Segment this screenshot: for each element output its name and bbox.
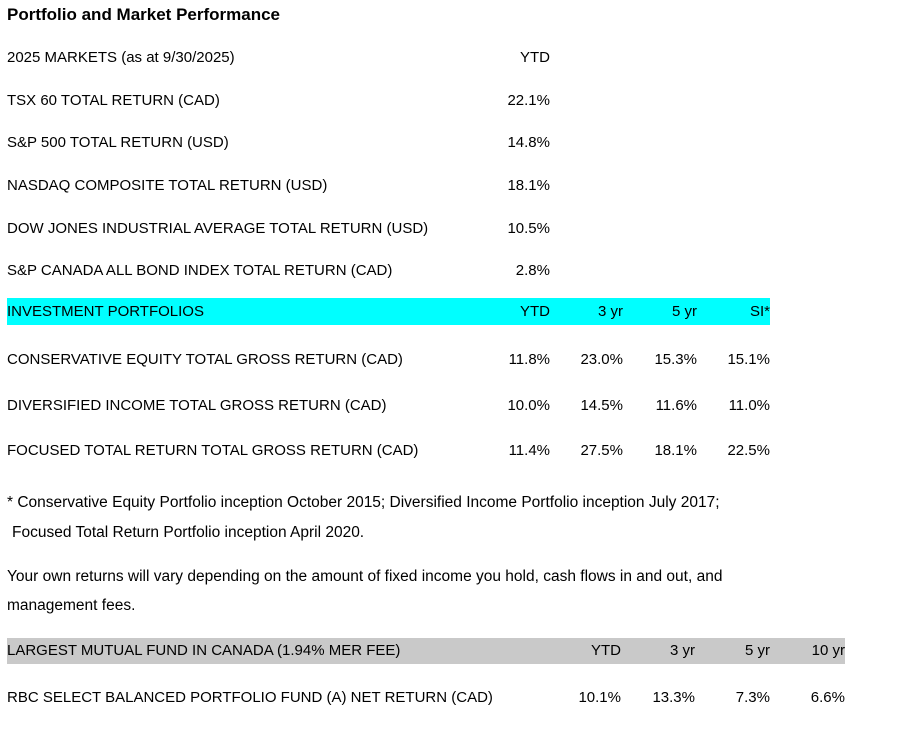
table-row: NASDAQ COMPOSITE TOTAL RETURN (USD) 18.1… xyxy=(7,165,550,208)
market-row-label: NASDAQ COMPOSITE TOTAL RETURN (USD) xyxy=(7,177,328,195)
disclaimer-line-2: management fees. xyxy=(7,596,136,614)
portfolios-col-ytd: YTD xyxy=(520,303,550,321)
market-row-label: TSX 60 TOTAL RETURN (CAD) xyxy=(7,91,220,109)
mutual-fund-col-3yr: 3 yr xyxy=(669,641,695,659)
table-row: TSX 60 TOTAL RETURN (CAD) 22.1% xyxy=(7,80,550,123)
fund-row-10yr: 6.6% xyxy=(810,688,845,706)
table-row: S&P CANADA ALL BOND INDEX TOTAL RETURN (… xyxy=(7,250,550,293)
mutual-fund-col-5yr: 5 yr xyxy=(744,641,770,659)
market-row-value: 18.1% xyxy=(507,177,550,195)
table-row: DOW JONES INDUSTRIAL AVERAGE TOTAL RETUR… xyxy=(7,208,550,251)
fund-row-3yr: 13.3% xyxy=(652,688,695,706)
markets-table: 2025 MARKETS (as at 9/30/2025) YTD TSX 6… xyxy=(7,37,550,293)
table-row: S&P 500 TOTAL RETURN (USD) 14.8% xyxy=(7,122,550,165)
market-row-value: 2.8% xyxy=(515,262,550,280)
portfolio-row-ytd: 10.0% xyxy=(507,396,550,414)
portfolios-table: CONSERVATIVE EQUITY TOTAL GROSS RETURN (… xyxy=(7,337,770,474)
markets-header-ytd: YTD xyxy=(520,49,550,66)
portfolios-col-5yr: 5 yr xyxy=(671,303,697,321)
table-row: CONSERVATIVE EQUITY TOTAL GROSS RETURN (… xyxy=(7,337,770,383)
mutual-fund-table: RBC SELECT BALANCED PORTFOLIO FUND (A) N… xyxy=(7,676,845,719)
portfolios-col-si: SI* xyxy=(749,303,770,321)
fund-row-label: RBC SELECT BALANCED PORTFOLIO FUND (A) N… xyxy=(7,688,493,706)
portfolio-row-5yr: 18.1% xyxy=(654,442,697,460)
portfolio-row-3yr: 27.5% xyxy=(580,442,623,460)
portfolio-row-si: 22.5% xyxy=(727,442,770,460)
portfolio-row-label: DIVERSIFIED INCOME TOTAL GROSS RETURN (C… xyxy=(7,396,387,414)
market-row-label: S&P 500 TOTAL RETURN (USD) xyxy=(7,134,229,152)
table-row: FOCUSED TOTAL RETURN TOTAL GROSS RETURN … xyxy=(7,428,770,474)
table-row: DIVERSIFIED INCOME TOTAL GROSS RETURN (C… xyxy=(7,383,770,429)
markets-header-label: 2025 MARKETS (as at 9/30/2025) xyxy=(7,49,235,66)
portfolio-row-5yr: 11.6% xyxy=(655,396,697,414)
portfolio-row-5yr: 15.3% xyxy=(654,351,697,369)
portfolio-row-label: FOCUSED TOTAL RETURN TOTAL GROSS RETURN … xyxy=(7,442,419,460)
returns-disclaimer: Your own returns will vary depending on … xyxy=(7,562,922,620)
portfolio-row-3yr: 23.0% xyxy=(580,351,623,369)
fund-row-5yr: 7.3% xyxy=(735,688,770,706)
mutual-fund-col-ytd: YTD xyxy=(591,641,621,659)
document-page: Portfolio and Market Performance 2025 MA… xyxy=(7,5,922,719)
page-title: Portfolio and Market Performance xyxy=(7,5,281,24)
footnote-line-2: Focused Total Return Portfolio inception… xyxy=(12,523,365,541)
portfolio-row-si: 11.0% xyxy=(728,396,770,414)
markets-header-row: 2025 MARKETS (as at 9/30/2025) YTD xyxy=(7,37,550,80)
market-row-value: 22.1% xyxy=(507,91,550,109)
mutual-fund-header-label: LARGEST MUTUAL FUND IN CANADA (1.94% MER… xyxy=(7,641,401,659)
mutual-fund-header-row: LARGEST MUTUAL FUND IN CANADA (1.94% MER… xyxy=(7,637,845,664)
portfolio-row-ytd: 11.4% xyxy=(508,442,550,460)
disclaimer-line-1: Your own returns will vary depending on … xyxy=(7,567,723,585)
portfolio-row-si: 15.1% xyxy=(727,351,770,369)
portfolios-col-3yr: 3 yr xyxy=(597,303,623,321)
table-row: RBC SELECT BALANCED PORTFOLIO FUND (A) N… xyxy=(7,676,845,719)
market-row-value: 14.8% xyxy=(507,134,550,152)
market-row-value: 10.5% xyxy=(507,219,550,237)
portfolio-row-3yr: 14.5% xyxy=(580,396,623,414)
portfolios-header-row: INVESTMENT PORTFOLIOS YTD 3 yr 5 yr SI* xyxy=(7,298,770,326)
fund-row-ytd: 10.1% xyxy=(578,688,621,706)
market-row-label: S&P CANADA ALL BOND INDEX TOTAL RETURN (… xyxy=(7,262,393,280)
portfolios-header-label: INVESTMENT PORTFOLIOS xyxy=(7,303,204,321)
footnote-line-1: * Conservative Equity Portfolio inceptio… xyxy=(7,493,720,511)
portfolio-row-label: CONSERVATIVE EQUITY TOTAL GROSS RETURN (… xyxy=(7,351,403,369)
market-row-label: DOW JONES INDUSTRIAL AVERAGE TOTAL RETUR… xyxy=(7,219,429,237)
mutual-fund-col-10yr: 10 yr xyxy=(811,641,845,659)
inception-footnote: * Conservative Equity Portfolio inceptio… xyxy=(7,488,922,548)
portfolio-row-ytd: 11.8% xyxy=(508,351,550,369)
